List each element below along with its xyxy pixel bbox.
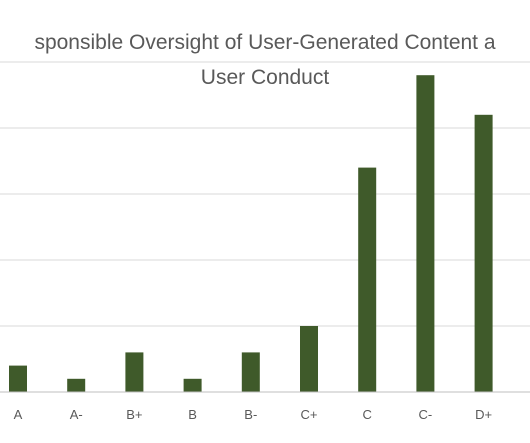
- x-tick-label: B+: [126, 407, 142, 422]
- x-tick-labels: A A- B+ B B- C+ C C- D+: [14, 407, 492, 422]
- x-tick-label: A-: [70, 407, 83, 422]
- chart-title: sponsible Oversight of User-Generated Co…: [34, 31, 495, 89]
- chart-title-line-2: User Conduct: [201, 66, 330, 89]
- x-tick-label: D+: [475, 407, 492, 422]
- bar-B: [183, 378, 202, 392]
- gridlines: [0, 61, 530, 327]
- x-tick-label: C: [363, 407, 372, 422]
- bar-B-: [241, 352, 260, 392]
- x-tick-label: B-: [244, 407, 257, 422]
- chart-title-line-1: sponsible Oversight of User-Generated Co…: [34, 31, 495, 54]
- x-tick-label: C-: [419, 407, 433, 422]
- bar-A-: [67, 378, 86, 392]
- bar-D+: [474, 114, 493, 393]
- bar-B+: [125, 352, 144, 392]
- bar-C-: [416, 75, 435, 392]
- bar-C: [358, 167, 377, 392]
- bar-C+: [300, 326, 318, 392]
- x-tick-label: C+: [301, 407, 318, 422]
- x-tick-label: B: [188, 407, 197, 422]
- x-tick-label: A: [14, 407, 23, 422]
- bars: [9, 75, 493, 393]
- bar-A: [9, 365, 27, 392]
